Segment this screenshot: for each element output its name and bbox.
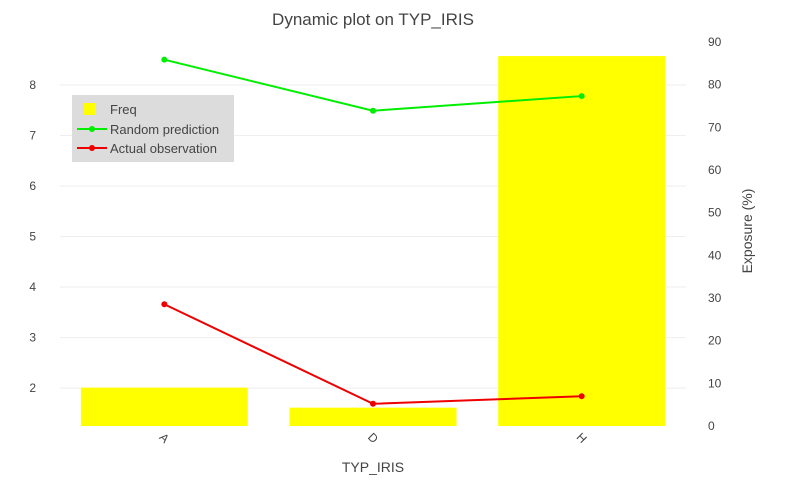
- y2-tick-label: 60: [708, 163, 722, 177]
- y2-tick-label: 50: [708, 206, 722, 220]
- y2-axis-title: Exposure (%): [739, 189, 755, 274]
- y2-tick-label: 20: [708, 334, 722, 348]
- series-point-0: [578, 93, 585, 100]
- legend-label-random: Random prediction: [110, 122, 219, 137]
- bar-h: [498, 56, 666, 427]
- y-tick-label: 3: [29, 331, 36, 345]
- series-point-1: [161, 301, 168, 308]
- y2-tick-label: 40: [708, 248, 722, 262]
- legend-label-actual: Actual observation: [110, 141, 217, 156]
- lines: [161, 56, 585, 407]
- legend-marker-actual: [89, 145, 95, 151]
- y2-tick-label: 30: [708, 291, 722, 305]
- y-tick-label: 5: [29, 230, 36, 244]
- legend-marker-random: [89, 126, 95, 132]
- x-axis-title: TYP_IRIS: [342, 459, 404, 475]
- bar-d: [289, 407, 457, 426]
- y-tick-label: 4: [29, 280, 36, 294]
- legend-label-freq: Freq: [110, 102, 137, 117]
- y2-tick-label: 90: [708, 35, 722, 49]
- x-tick-label: D: [365, 430, 381, 446]
- y2-tick-label: 80: [708, 78, 722, 92]
- y2-tick-label: 10: [708, 376, 722, 390]
- right-axis: 0 10 20 30 40 50 60 70 80 90: [708, 35, 722, 433]
- y-tick-label: 6: [29, 179, 36, 193]
- y-tick-label: 2: [29, 381, 36, 395]
- series-point-0: [161, 56, 168, 63]
- y2-tick-label: 0: [708, 419, 715, 433]
- y-tick-label: 7: [29, 128, 36, 142]
- left-axis: 2 3 4 5 6 7 8: [29, 78, 36, 395]
- y2-tick-label: 70: [708, 120, 722, 134]
- x-tick-label: H: [574, 430, 590, 446]
- bar-a: [80, 387, 248, 426]
- y-tick-label: 8: [29, 78, 36, 92]
- series-point-1: [578, 393, 585, 400]
- series-point-0: [370, 107, 376, 114]
- bars: [80, 56, 666, 427]
- legend-swatch-freq: [84, 103, 96, 115]
- x-tick-label: A: [157, 430, 173, 446]
- chart-title: Dynamic plot on TYP_IRIS: [272, 10, 474, 29]
- legend: Freq Random prediction Actual observatio…: [72, 95, 234, 162]
- series-point-1: [370, 400, 376, 407]
